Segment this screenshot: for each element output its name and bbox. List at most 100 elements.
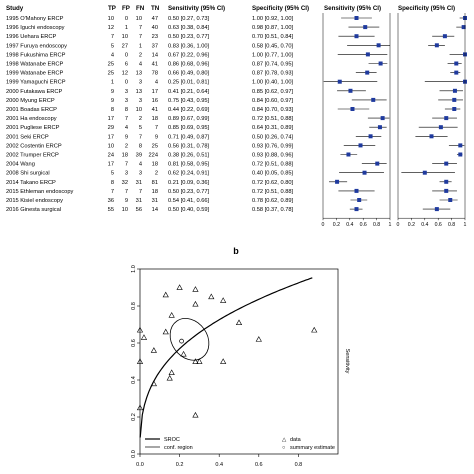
forest-cell-fn: 4 — [139, 162, 142, 168]
forest-cell-study: 2008 Shi surgical — [6, 171, 50, 177]
summary-estimate — [179, 338, 184, 344]
forest-plot-sensitivity: 0 0.2 0.4 0.6 0.8 1 — [322, 13, 392, 228]
forest-cell-tn: 18 — [152, 189, 158, 195]
forest-cell-fn: 13 — [136, 89, 142, 95]
specificity-point — [458, 143, 463, 148]
sensitivity-point — [375, 161, 380, 166]
forest-cell-spec: 0.93 [0.88, 0.96] — [252, 153, 294, 159]
forest-cell-tp: 7 — [111, 189, 114, 195]
forest-cell-sens: 0.50 [0.40, 0.59] — [168, 207, 210, 213]
data-point — [220, 297, 227, 303]
sroc-plot: 0.0 0.2 0.4 0.6 0.8 0.0 0.2 0.4 0.6 0.8 1.0 Sensit… — [131, 265, 350, 468]
y-tick-label: 0.4 — [131, 376, 137, 384]
forest-cell-tp: 10 — [108, 143, 114, 149]
legend-sroc-label: SROC — [164, 437, 180, 443]
specificity-tick-label: 1 — [464, 222, 467, 228]
sensitivity-point — [354, 188, 359, 193]
specificity-point — [452, 107, 457, 111]
forest-cell-tp: 7 — [111, 34, 114, 40]
forest-cell-fn: 8 — [139, 143, 142, 149]
forest-cell-fp: 3 — [125, 89, 128, 95]
forest-cell-spec: 0.72 [0.62, 0.80] — [252, 180, 294, 186]
sensitivity-point — [368, 134, 373, 139]
forest-cell-sens: 0.66 [0.49, 0.80] — [168, 71, 210, 77]
forest-cell-sens: 0.86 [0.68, 0.96] — [168, 62, 210, 68]
legend-summary-symbol: ○ — [282, 445, 285, 451]
y-tick-label: 0.8 — [131, 302, 137, 310]
forest-cell-spec: 0.40 [0.05, 0.85] — [252, 171, 294, 177]
forest-cell-spec: 0.98 [0.87, 1.00] — [252, 25, 294, 31]
data-point — [168, 369, 175, 375]
header-tp: TP — [108, 5, 116, 12]
forest-cell-fn: 7 — [139, 34, 142, 40]
y-tick-label: 0.6 — [131, 339, 137, 347]
forest-cell-spec: 0.72 [0.51, 0.88] — [252, 189, 294, 195]
forest-cell-sens: 0.89 [0.67, 0.99] — [168, 116, 210, 122]
forest-cell-fp: 0 — [125, 52, 128, 58]
forest-cell-tn: 18 — [152, 116, 158, 122]
forest-cell-spec: 0.72 [0.51, 0.88] — [252, 162, 294, 168]
forest-cell-tn: 2 — [155, 171, 158, 177]
forest-cell-sens: 0.25 [0.01, 0.81] — [168, 80, 210, 86]
forest-cell-sens: 0.62 [0.24, 0.91] — [168, 171, 210, 177]
forest-rows: 1995 O'Mahony ERCP 10 0 10 47 0.50 [0.27, 0.7… — [6, 16, 294, 213]
sensitivity-point — [337, 79, 342, 84]
forest-cell-fn: 7 — [139, 134, 142, 140]
legend-data-symbol: △ — [282, 437, 287, 443]
forest-cell-fp: 6 — [125, 62, 128, 68]
forest-cell-fp: 9 — [125, 198, 128, 204]
sensitivity-point — [365, 52, 370, 57]
data-point — [150, 380, 157, 387]
data-point — [176, 284, 183, 290]
forest-cell-study: 2001 Boadas ERCP — [6, 107, 57, 113]
sensitivity-point — [354, 34, 359, 39]
data-point — [136, 358, 144, 364]
data-point — [255, 336, 262, 342]
y-tick-label: 1.0 — [131, 265, 137, 273]
sensitivity-tick-label: 0.4 — [346, 222, 353, 228]
x-tick-label: 0.0 — [136, 462, 144, 468]
forest-cell-tp: 5 — [111, 171, 114, 177]
forest-cell-study: 2001 Ha endoscopy — [6, 116, 57, 122]
forest-cell-tp: 1 — [111, 80, 114, 86]
header-fn: FN — [136, 5, 145, 12]
data-point — [220, 358, 227, 364]
y-axis-label: Sensitivity — [344, 349, 350, 374]
forest-cell-fp: 32 — [122, 180, 128, 186]
header-fp: FP — [122, 5, 130, 12]
specificity-point — [452, 88, 457, 93]
forest-cell-fn: 3 — [139, 80, 142, 86]
forest-cell-tn: 31 — [152, 198, 158, 204]
forest-cell-tn: 4 — [155, 80, 158, 86]
specificity-point — [454, 61, 459, 66]
sensitivity-point — [376, 43, 381, 48]
forest-cell-study: 2014 Takano ERCP — [6, 180, 56, 186]
forest-cell-sens: 0.63 [0.38, 0.84] — [168, 25, 210, 31]
forest-cell-spec: 0.93 [0.76, 0.99] — [252, 143, 294, 149]
specificity-point — [438, 125, 443, 130]
forest-cell-study: 1995 O'Mahony ERCP — [6, 16, 64, 22]
forest-cell-fp: 9 — [125, 134, 128, 140]
forest-cell-fp: 10 — [122, 34, 128, 40]
forest-cell-spec: 0.87 [0.74, 0.95] — [252, 62, 294, 68]
forest-cell-spec: 1.00 [0.40, 1.00] — [252, 80, 294, 86]
forest-cell-tn: 9 — [155, 134, 158, 140]
sensitivity-point — [354, 16, 359, 20]
forest-cell-sens: 0.38 [0.26, 0.51] — [168, 153, 210, 159]
sensitivity-point — [363, 25, 368, 30]
forest-cell-tn: 18 — [152, 162, 158, 168]
forest-cell-tp: 29 — [108, 125, 114, 131]
data-point — [136, 404, 144, 411]
header-study: Study — [6, 5, 24, 12]
panel-label: b — [233, 246, 239, 256]
y-tick-label: 0.2 — [131, 413, 137, 421]
forest-cell-tp: 10 — [108, 16, 114, 22]
legend-conf-label: conf. region — [164, 445, 193, 451]
forest-cell-sens: 0.83 [0.36, 1.00] — [168, 43, 210, 49]
specificity-point — [444, 116, 449, 121]
forest-cell-spec: 0.85 [0.62, 0.97] — [252, 89, 294, 95]
forest-cell-sens: 0.50 [0.23, 0.77] — [168, 189, 210, 195]
sensitivity-point — [378, 61, 383, 66]
forest-cell-fn: 31 — [136, 180, 142, 186]
